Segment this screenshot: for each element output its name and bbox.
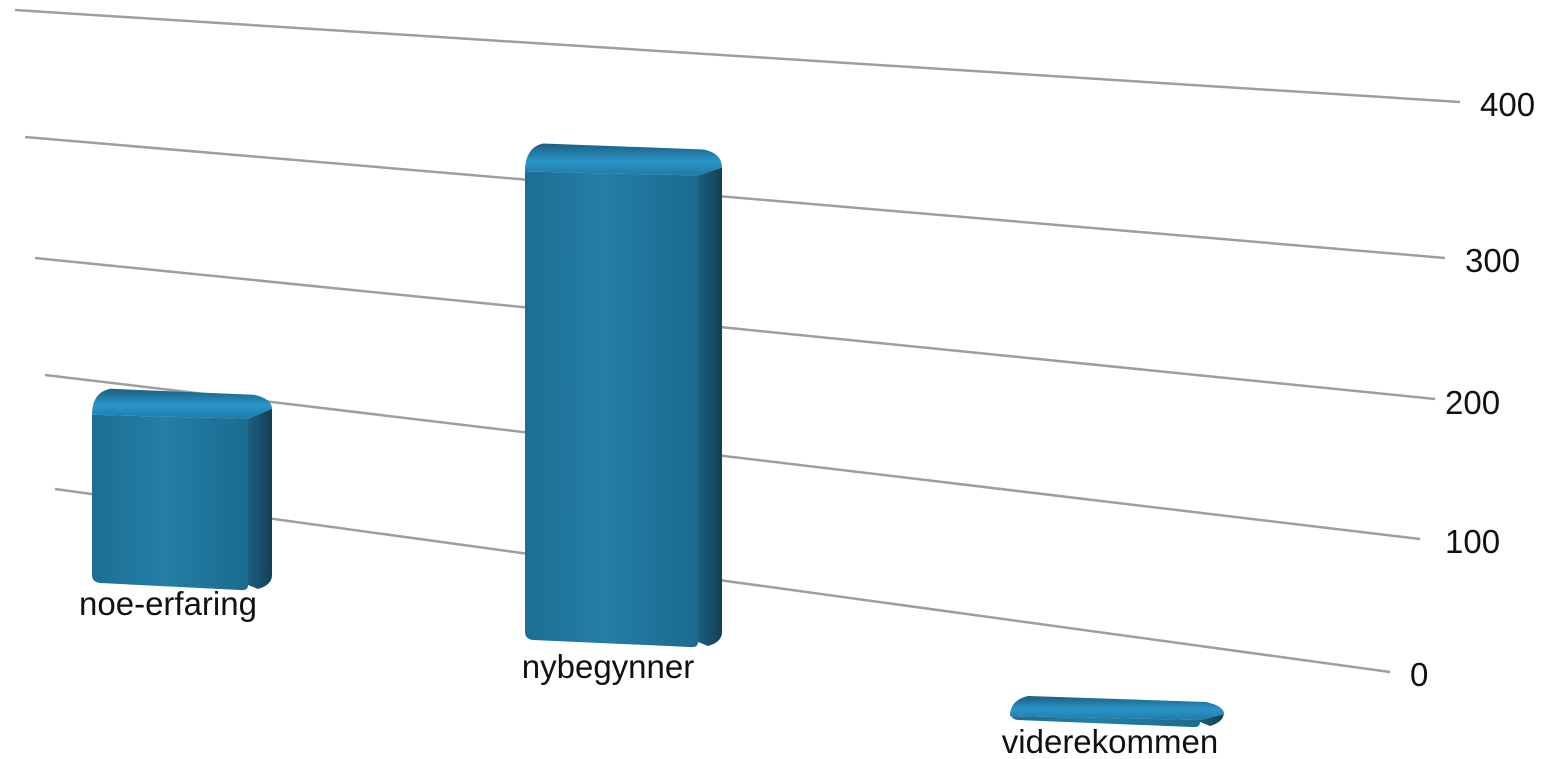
gridline-200 (34, 256, 1436, 401)
gridline-400 (14, 8, 1461, 104)
bar-side-nybegynner (698, 167, 722, 646)
y-tick-label-200: 200 (1445, 384, 1500, 421)
bar-side-noe-erfaring (248, 408, 272, 589)
category-labels: noe-erfaring nybegynner viderekommen (79, 585, 1218, 759)
bar-nybegynner (525, 143, 722, 648)
bar-front-nybegynner (525, 171, 698, 648)
gridlines (14, 8, 1461, 674)
y-tick-label-300: 300 (1465, 242, 1520, 279)
bar-top-noe-erfaring (92, 388, 272, 419)
category-label-noe-erfaring: noe-erfaring (79, 585, 257, 622)
y-tick-label-0: 0 (1410, 656, 1428, 693)
y-tick-label-400: 400 (1480, 86, 1535, 123)
gridline-0 (54, 487, 1391, 674)
bar-noe-erfaring (92, 388, 272, 591)
gridline-300 (24, 135, 1446, 260)
bar-top-nybegynner (525, 143, 722, 176)
bar-top-viderekommen (1010, 696, 1224, 720)
y-axis-tick-labels: 0 100 200 300 400 (1410, 86, 1535, 693)
bar-front-viderekommen (1010, 712, 1200, 728)
gridline-100 (44, 373, 1421, 541)
bar-front-noe-erfaring (92, 414, 248, 591)
category-label-viderekommen: viderekommen (1002, 723, 1218, 759)
bars (92, 143, 1224, 728)
y-tick-label-100: 100 (1445, 523, 1500, 560)
bar-viderekommen (1010, 696, 1224, 728)
category-label-nybegynner: nybegynner (522, 648, 694, 685)
